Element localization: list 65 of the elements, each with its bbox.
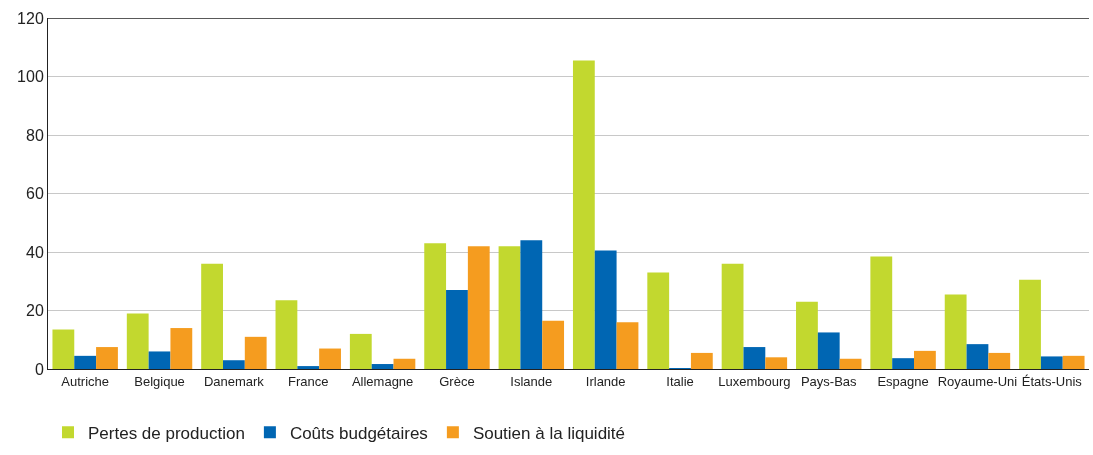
bar (1019, 279, 1041, 369)
bar (988, 352, 1011, 369)
bar (393, 358, 416, 369)
x-tick-label: Pays-Bas (800, 373, 858, 389)
bar (690, 352, 713, 369)
bar (647, 272, 670, 369)
x-tick-label: Luxembourg (718, 373, 791, 389)
x-tick-label: Irlande (585, 373, 626, 389)
bar (1040, 356, 1063, 369)
bar (74, 355, 97, 369)
bar (371, 364, 394, 369)
x-tick-label: Royaume-Uni (937, 373, 1018, 389)
bar (892, 358, 915, 369)
x-tick-label: Grèce (439, 373, 475, 389)
bar (839, 358, 862, 369)
bar (765, 357, 788, 369)
bar (424, 243, 447, 369)
bar (498, 246, 521, 369)
bar (743, 347, 766, 369)
y-tick-label: 0 (34, 360, 44, 378)
bar (817, 332, 840, 369)
bar (796, 301, 818, 369)
bar (446, 290, 468, 369)
x-tick-label: Allemagne (351, 373, 414, 389)
bar (201, 263, 223, 369)
bar (594, 250, 617, 369)
bar (870, 256, 893, 369)
bar (349, 333, 372, 369)
bar (944, 294, 967, 369)
bar (170, 328, 193, 369)
bar (319, 348, 341, 369)
bar (721, 263, 744, 369)
bar (616, 322, 639, 369)
y-tick-label: 20 (26, 302, 44, 320)
bar (126, 313, 149, 369)
y-tick-label: 100 (17, 68, 44, 86)
y-tick-label: 40 (26, 243, 44, 261)
x-tick-label: Islande (510, 373, 553, 389)
bar (914, 350, 936, 369)
bar (244, 336, 267, 369)
y-tick-label: 120 (17, 9, 44, 27)
bar (520, 240, 543, 369)
bar (222, 360, 245, 369)
x-tick-label: Belgique (134, 373, 185, 389)
x-tick-label: Autriche (61, 373, 110, 389)
legend-label: Pertes de production (88, 423, 245, 443)
legend-label: Coûts budgétaires (289, 423, 428, 443)
bar (966, 344, 989, 369)
bar (1062, 355, 1085, 369)
bar (572, 60, 595, 369)
bar (467, 246, 490, 369)
bar (52, 329, 75, 369)
legend-label: Soutien à la liquidité (472, 423, 626, 443)
bar (275, 300, 298, 369)
bar (148, 351, 171, 369)
x-tick-label: Danemark (203, 373, 265, 389)
x-tick-label: États-Unis (1021, 373, 1083, 389)
x-tick-label: Espagne (877, 373, 929, 389)
y-tick-label: 80 (26, 126, 44, 144)
bar (96, 347, 118, 369)
bar (542, 320, 565, 369)
bar (297, 366, 320, 369)
x-tick-label: France (288, 373, 329, 389)
y-tick-label: 60 (26, 185, 44, 203)
x-tick-label: Italie (666, 373, 694, 389)
